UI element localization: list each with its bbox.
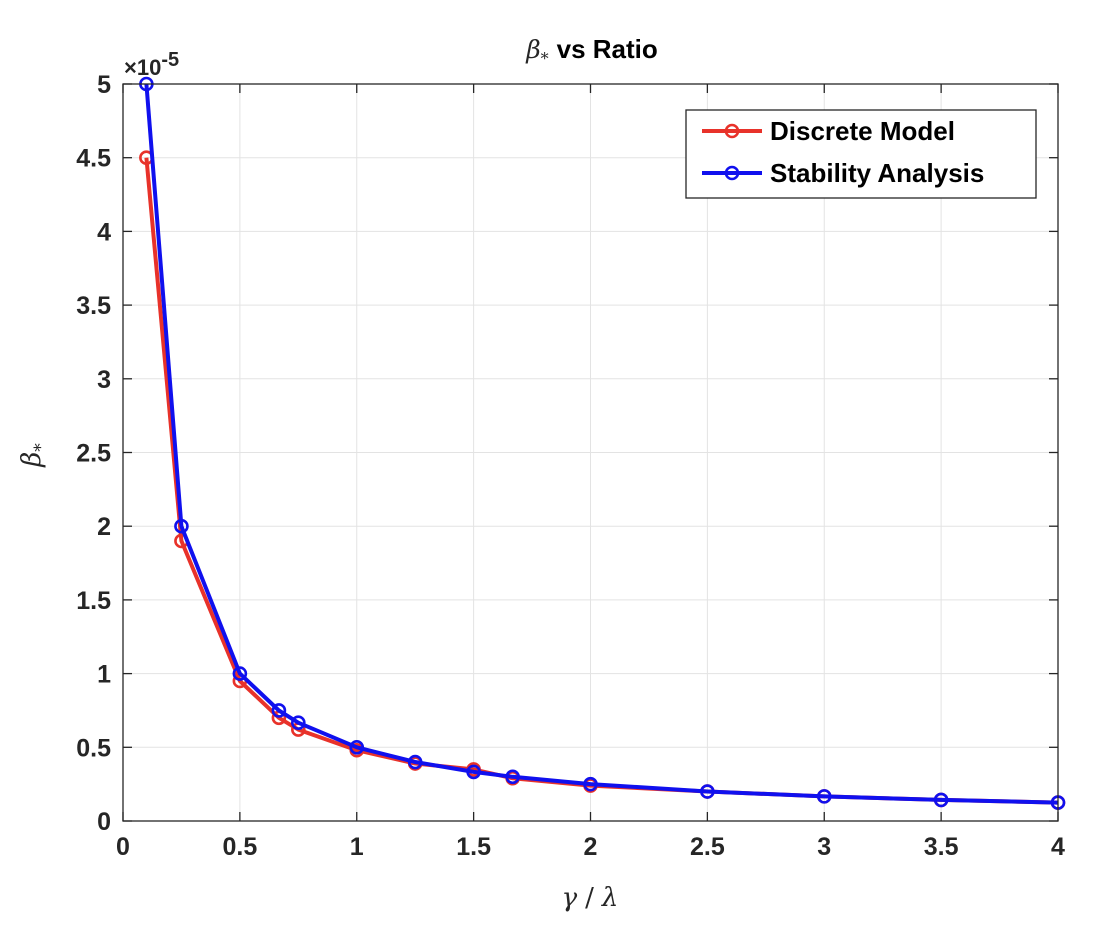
legend-marker [724,165,740,181]
x-tick-label: 3.5 [924,833,959,861]
y-tick-label: 3.5 [76,292,111,320]
legend: Discrete Model Stability Analysis [685,109,1037,199]
x-tick-label: 4 [1051,833,1065,861]
data-point [349,739,365,755]
y-tick-label: 2 [97,513,111,541]
y-exponent-power: -5 [161,49,179,71]
x-label-lambda: λ [601,883,618,913]
data-point [583,776,598,792]
y-label-symbol: β [17,452,47,468]
x-tick-label: 2.5 [690,833,725,861]
data-point [933,792,949,808]
data-point [232,666,248,681]
data-point [291,715,306,730]
series-line [144,83,1059,805]
y-label-subscript: * [31,443,51,452]
legend-marker [724,123,740,139]
y-tick-label: 0.5 [76,734,111,762]
x-tick-label: 0.5 [222,833,257,861]
x-label-slash: / [585,883,594,913]
axes: 0 0.5 1 1.5 2 2.5 3 3.5 4 0 0.5 1 1.5 2 2.5 3 3.5 4 4.5 5 [76,71,1065,861]
grid [122,83,1059,822]
data-point [505,769,520,785]
y-exponent-base: 10 [137,55,161,80]
series-layer [139,76,1066,810]
x-tick-label: 1.5 [456,833,491,861]
y-tick-label: 0 [97,808,111,836]
data-point [466,764,481,780]
data-point [407,754,423,770]
legend-item: Discrete Model [702,116,955,146]
legend-label: Stability Analysis [770,158,984,188]
y-exponent-times: × [124,55,137,80]
y-tick-label: 1.5 [76,587,111,615]
legend-box [685,109,1037,199]
data-point [700,784,715,799]
x-tick-label: 3 [817,833,831,861]
y-tick-label: 4.5 [76,145,111,173]
title-subscript: * [541,49,549,68]
x-axis-label: γ / λ [562,883,619,913]
title-symbol: β [525,35,540,64]
legend-label: Discrete Model [770,116,955,146]
y-tick-label: 1 [97,661,111,689]
data-point [271,703,287,718]
data-point [174,518,189,534]
data-point [816,789,832,804]
x-tick-label: 1 [350,833,364,861]
y-axis-label: β* [17,443,51,468]
y-tick-label: 5 [97,71,111,99]
title-text: vs Ratio [557,34,658,64]
x-label-gamma: γ [562,883,578,913]
chart-title: β* vs Ratio [525,34,658,68]
y-tick-label: 2.5 [76,440,111,468]
x-tick-label: 2 [584,833,598,861]
y-tick-label: 3 [97,366,111,394]
legend-item: Stability Analysis [702,158,984,188]
y-tick-label: 4 [97,218,111,246]
x-tick-label: 0 [116,833,130,861]
y-exponent-label: ×10-5 [124,49,179,80]
